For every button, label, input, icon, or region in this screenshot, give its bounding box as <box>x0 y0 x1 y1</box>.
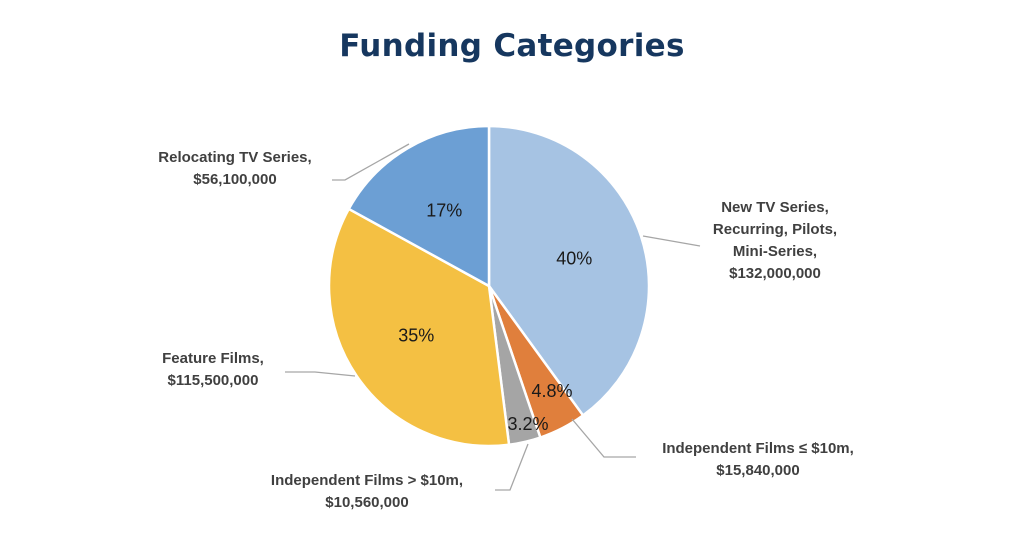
slice-percent-label: 17% <box>426 200 462 220</box>
slice-percent-label: 4.8% <box>531 381 572 401</box>
pie-slice <box>327 207 511 448</box>
slice-category-label: Feature Films, $115,500,000 <box>162 350 264 389</box>
slice-percent-label: 3.2% <box>507 414 548 434</box>
slice-percent-label: 35% <box>398 325 434 345</box>
pie-slice <box>487 124 651 418</box>
chart-title: Funding Categories <box>339 28 685 64</box>
pie-slice <box>347 124 491 289</box>
slice-percent-label: 40% <box>556 248 592 268</box>
slice-category-label: Independent Films ≤ $10m, $15,840,000 <box>662 440 854 479</box>
leader-line <box>642 235 701 247</box>
slice-category-label: Independent Films > $10m, $10,560,000 <box>271 472 463 511</box>
slice-category-label: New TV Series, Recurring, Pilots, Mini-Ser… <box>713 199 837 282</box>
leader-line <box>495 443 529 491</box>
slice-category-label: Relocating TV Series, $56,100,000 <box>158 149 311 188</box>
leader-line <box>332 143 410 181</box>
leader-line <box>285 371 356 377</box>
leader-line <box>571 418 636 458</box>
